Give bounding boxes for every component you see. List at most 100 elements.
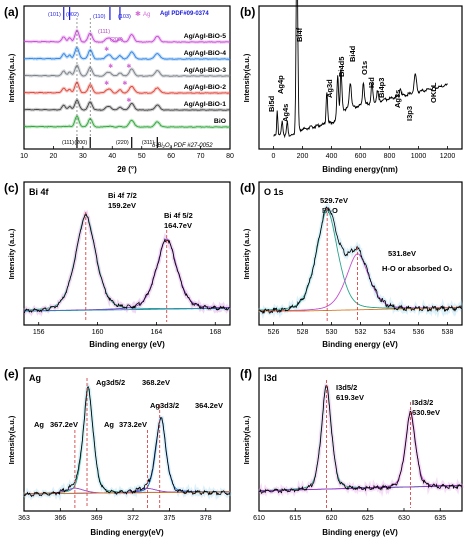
panel-e-xtick-label: 372 [127,515,139,522]
panel-e-xtick-label: 378 [200,515,212,522]
panel-f-peak2-label: I3d3/2 [412,398,433,407]
panel-a-ag-marker: ✱ [108,63,113,70]
panel-c-xtick-label: 156 [33,329,45,336]
panel-a-xtick-label: 10 [20,153,28,160]
panel-e-ylabel: Intensity(a.u.) [7,415,16,464]
panel-f-title: I3d [264,373,277,383]
panel-e-xtick-label: 366 [55,515,67,522]
panel-f-xtick-label: 625 [362,515,374,522]
panel-e-peak4-label: Ag [104,420,114,429]
panel-a-ref-bottom-label: δ-Bi₂O₃ PDF #27-0052 [152,143,213,149]
panel-a-series-label: Ag/AgI-BiO-5 [184,33,227,40]
panel-a-series-label: BiO [214,118,226,125]
panel-d-peak2-label: H-O or absorbed O₂ [382,264,452,273]
panel-d-plot: 526 528 530 532 534 536 538 [257,202,464,336]
panel-b-peak-label: I3p3 [405,106,414,121]
panel-e-frame [23,367,231,512]
panel-b-peak-label: Bi4d5 [337,57,346,77]
panel-d-xtick-label: 532 [355,329,367,336]
panel-d-title: O 1s [264,187,284,197]
panel-b-frame [258,5,463,150]
panel-c-xtick-label: 160 [92,329,104,336]
panel-a-ag-marker: ✱ [122,80,127,87]
panel-a-ref-top-label: AgI PDF#09-0374 [160,11,209,17]
panel-d-peak1-energy: 529.7eV [320,196,348,205]
panel-e-peak2-label: Ag3d3/2 [150,401,179,410]
panel-f-ylabel: Intensity(a.u.) [242,415,251,464]
panel-a-ag-marker: ✱ [126,97,131,104]
panel-b-peak-label: Ag3s [393,90,402,108]
panel-letter-b: (b) [240,5,255,19]
panel-a-series-line [24,81,231,94]
panel-b-peak-label: O1s [360,61,369,75]
panel-a-xtick-label: 70 [197,153,205,160]
panel-a-ref-bottom-hkl: (111) [62,140,74,146]
panel-d-xlabel: Binding energy (eV) [322,340,398,349]
panel-a-xlabel: 2θ (°) [117,165,137,174]
panel-b-survey-line [273,0,448,139]
panel-b-peak-label: Bi5d [267,95,276,112]
panel-f-xtick-label: 630 [398,515,410,522]
panel-e-plot: 363 366 369 372 375 378 [18,378,232,522]
panel-d-xtick-label: 528 [297,329,309,336]
panel-letter-c: (c) [4,181,19,195]
panel-d-xtick-label: 538 [442,329,454,336]
panel-a-xtick-label: 60 [167,153,175,160]
panel-a-ag-marker: ✱ [104,80,109,87]
panel-a-xtick-label: 50 [138,153,146,160]
panel-letter-a: (a) [4,5,19,19]
panel-a-series-line [23,99,231,111]
panel-a-series-line [24,65,231,77]
panel-b-peak-label: OKLL [429,82,438,103]
panel-b-xtick-label: 600 [355,153,367,160]
panel-a-xtick-label: 30 [79,153,87,160]
panel-a-series-line [23,47,231,60]
panel-d-xtick-label: 530 [326,329,338,336]
panel-d-background [259,307,462,312]
panel-letter-d: (d) [240,181,255,195]
panel-f-xtick-label: 620 [326,515,338,522]
panel-letter-f: (f) [240,367,252,381]
panel-a-xtick-label: 80 [226,153,234,160]
panel-a-ag-marker: ✱ [126,63,131,70]
panel-a-ref-top-hkl: (002) [66,12,79,18]
panel-a-ref-top-hkl: (110) [93,14,106,20]
panel-a-series-label: Ag/AgI-BiO-2 [184,84,227,91]
panel-e-peak4-energy: 373.2eV [119,420,147,429]
panel-letter-e: (e) [4,367,19,381]
panel-a-series-line [23,115,231,128]
panel-e-xtick-label: 363 [18,515,30,522]
panel-e-peak1-label: Ag3d5/2 [96,378,125,387]
panel-e-xtick-label: 375 [164,515,176,522]
panel-f-frame [258,367,463,512]
panel-c-xtick-label: 168 [209,329,221,336]
panel-c-xlabel: Binding energy (eV) [89,340,165,349]
panel-f-xtick-label: 610 [253,515,265,522]
panel-b-peak-label: Bi4p3 [377,78,386,98]
panel-a-frame [23,5,231,150]
panel-b-plot: 0 200 400 600 800 1000 1200 Bi5d Ag4s Ag4p Bi4f Ag3… [267,0,455,160]
panel-b-peak-label: I3d [367,77,376,88]
panel-d-ylabel: Intensity (a.u.) [242,228,251,279]
panel-a-plot: 10 20 30 40 50 60 70 80(101) (002) (110) (103) ✱ Ag(… [20,7,234,160]
panel-a-series-line [23,29,230,43]
panel-f-xtick-label: 635 [434,515,446,522]
panel-c-peak1-label: Bi 4f 7/2 [108,191,137,200]
panel-a-series-label: Ag/AgI-BiO-3 [184,67,227,74]
panel-a-ag-marker-glyph: ✱ [135,10,141,18]
panel-a-annotation: (200) [110,37,123,43]
panel-b-xtick-label: 1200 [440,153,456,160]
panel-c-title: Bi 4f [29,187,50,197]
panel-a-series-label: Ag/AgI-BiO-4 [184,50,227,57]
panel-f-peak1-energy: 619.3eV [336,393,364,402]
panel-b-xtick-label: 400 [326,153,338,160]
panel-b-peak-label: Ag4s [281,104,290,122]
panel-f-xlabel: Binding energy (eV) [322,528,398,537]
panel-f-data-line [258,385,463,494]
panel-e-xlabel: Binding energy(eV) [90,528,164,537]
panel-b-peak-label: Ag3d [325,79,334,98]
panel-e-title: Ag [29,373,41,383]
panel-c-plot: 156 160 164 168 [22,209,231,336]
panel-d-xtick-label: 536 [413,329,425,336]
